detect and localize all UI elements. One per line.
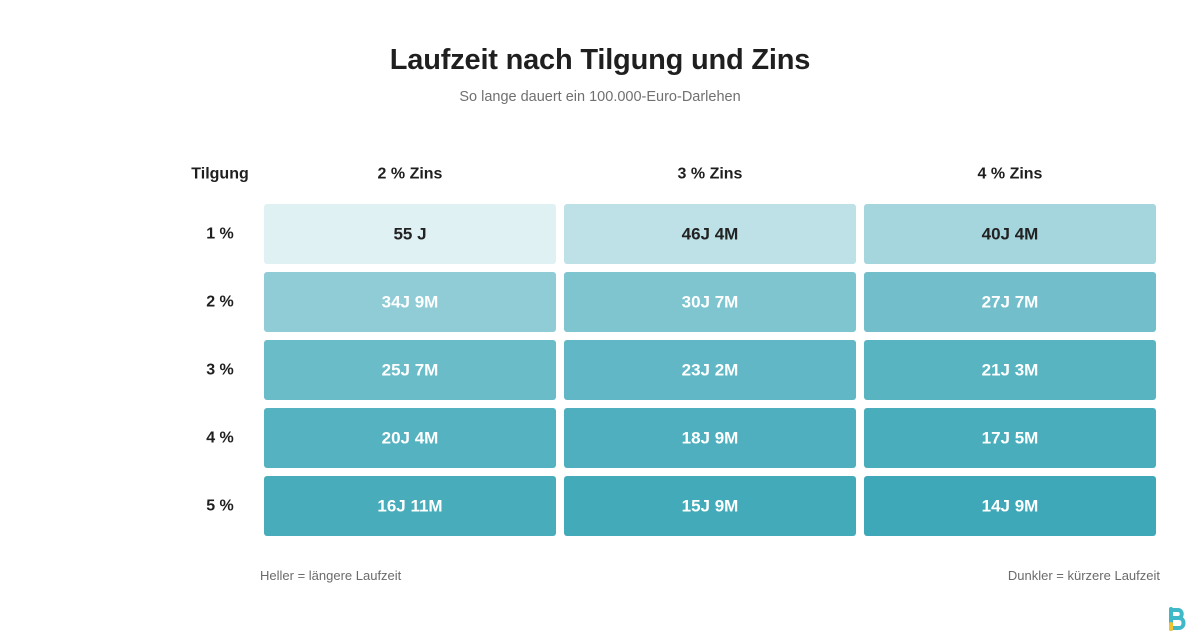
- chart-subtitle: So lange dauert ein 100.000-Euro-Darlehe…: [459, 89, 741, 105]
- heatmap-cell: [864, 272, 1156, 332]
- row-label: 2 %: [206, 294, 234, 311]
- heatmap-cell: [264, 476, 556, 536]
- heatmap-cell: [264, 272, 556, 332]
- heatmap-cell: [564, 476, 856, 536]
- heatmap-cell: [864, 204, 1156, 264]
- row-label: 4 %: [206, 430, 234, 447]
- heatmap-cell: [264, 204, 556, 264]
- cell-value-label: 14J 9M: [982, 497, 1039, 516]
- row-label: 5 %: [206, 498, 234, 515]
- cell-value-label: 27J 7M: [982, 293, 1039, 312]
- cell-value-label: 17J 5M: [982, 429, 1039, 448]
- heatmap-cell: [564, 340, 856, 400]
- cell-value-label: 46J 4M: [682, 225, 739, 244]
- cell-value-label: 55 J: [393, 225, 426, 244]
- column-header: 4 % Zins: [978, 166, 1043, 183]
- heatmap-cell: [564, 272, 856, 332]
- column-header: 2 % Zins: [378, 166, 443, 183]
- heatmap-cell: [864, 476, 1156, 536]
- brand-logo-icon: [1169, 607, 1186, 631]
- cell-value-label: 16J 11M: [377, 497, 442, 516]
- cell-value-label: 20J 4M: [382, 429, 439, 448]
- heatmap-cell: [564, 408, 856, 468]
- heatmap-cell: [864, 408, 1156, 468]
- cell-value-label: 34J 9M: [382, 293, 439, 312]
- legend-lighter-note: Heller = längere Laufzeit: [260, 568, 402, 583]
- heatmap-cell: [264, 408, 556, 468]
- cell-value-label: 18J 9M: [682, 429, 739, 448]
- cell-value-label: 30J 7M: [682, 293, 739, 312]
- legend-darker-note: Dunkler = kürzere Laufzeit: [1007, 568, 1160, 583]
- heatmap-cell: [564, 204, 856, 264]
- cell-value-label: 40J 4M: [982, 225, 1039, 244]
- row-label: 1 %: [206, 226, 234, 243]
- cell-value-label: 25J 7M: [382, 361, 439, 380]
- cell-value-label: 15J 9M: [682, 497, 739, 516]
- column-header: 3 % Zins: [678, 166, 743, 183]
- cell-value-label: 23J 2M: [682, 361, 739, 380]
- heatmap-cell: [864, 340, 1156, 400]
- cell-value-label: 21J 3M: [982, 361, 1039, 380]
- chart-title: Laufzeit nach Tilgung und Zins: [389, 44, 811, 76]
- row-label: 3 %: [206, 362, 234, 379]
- heatmap-cell: [264, 340, 556, 400]
- row-axis-header: Tilgung: [191, 166, 248, 183]
